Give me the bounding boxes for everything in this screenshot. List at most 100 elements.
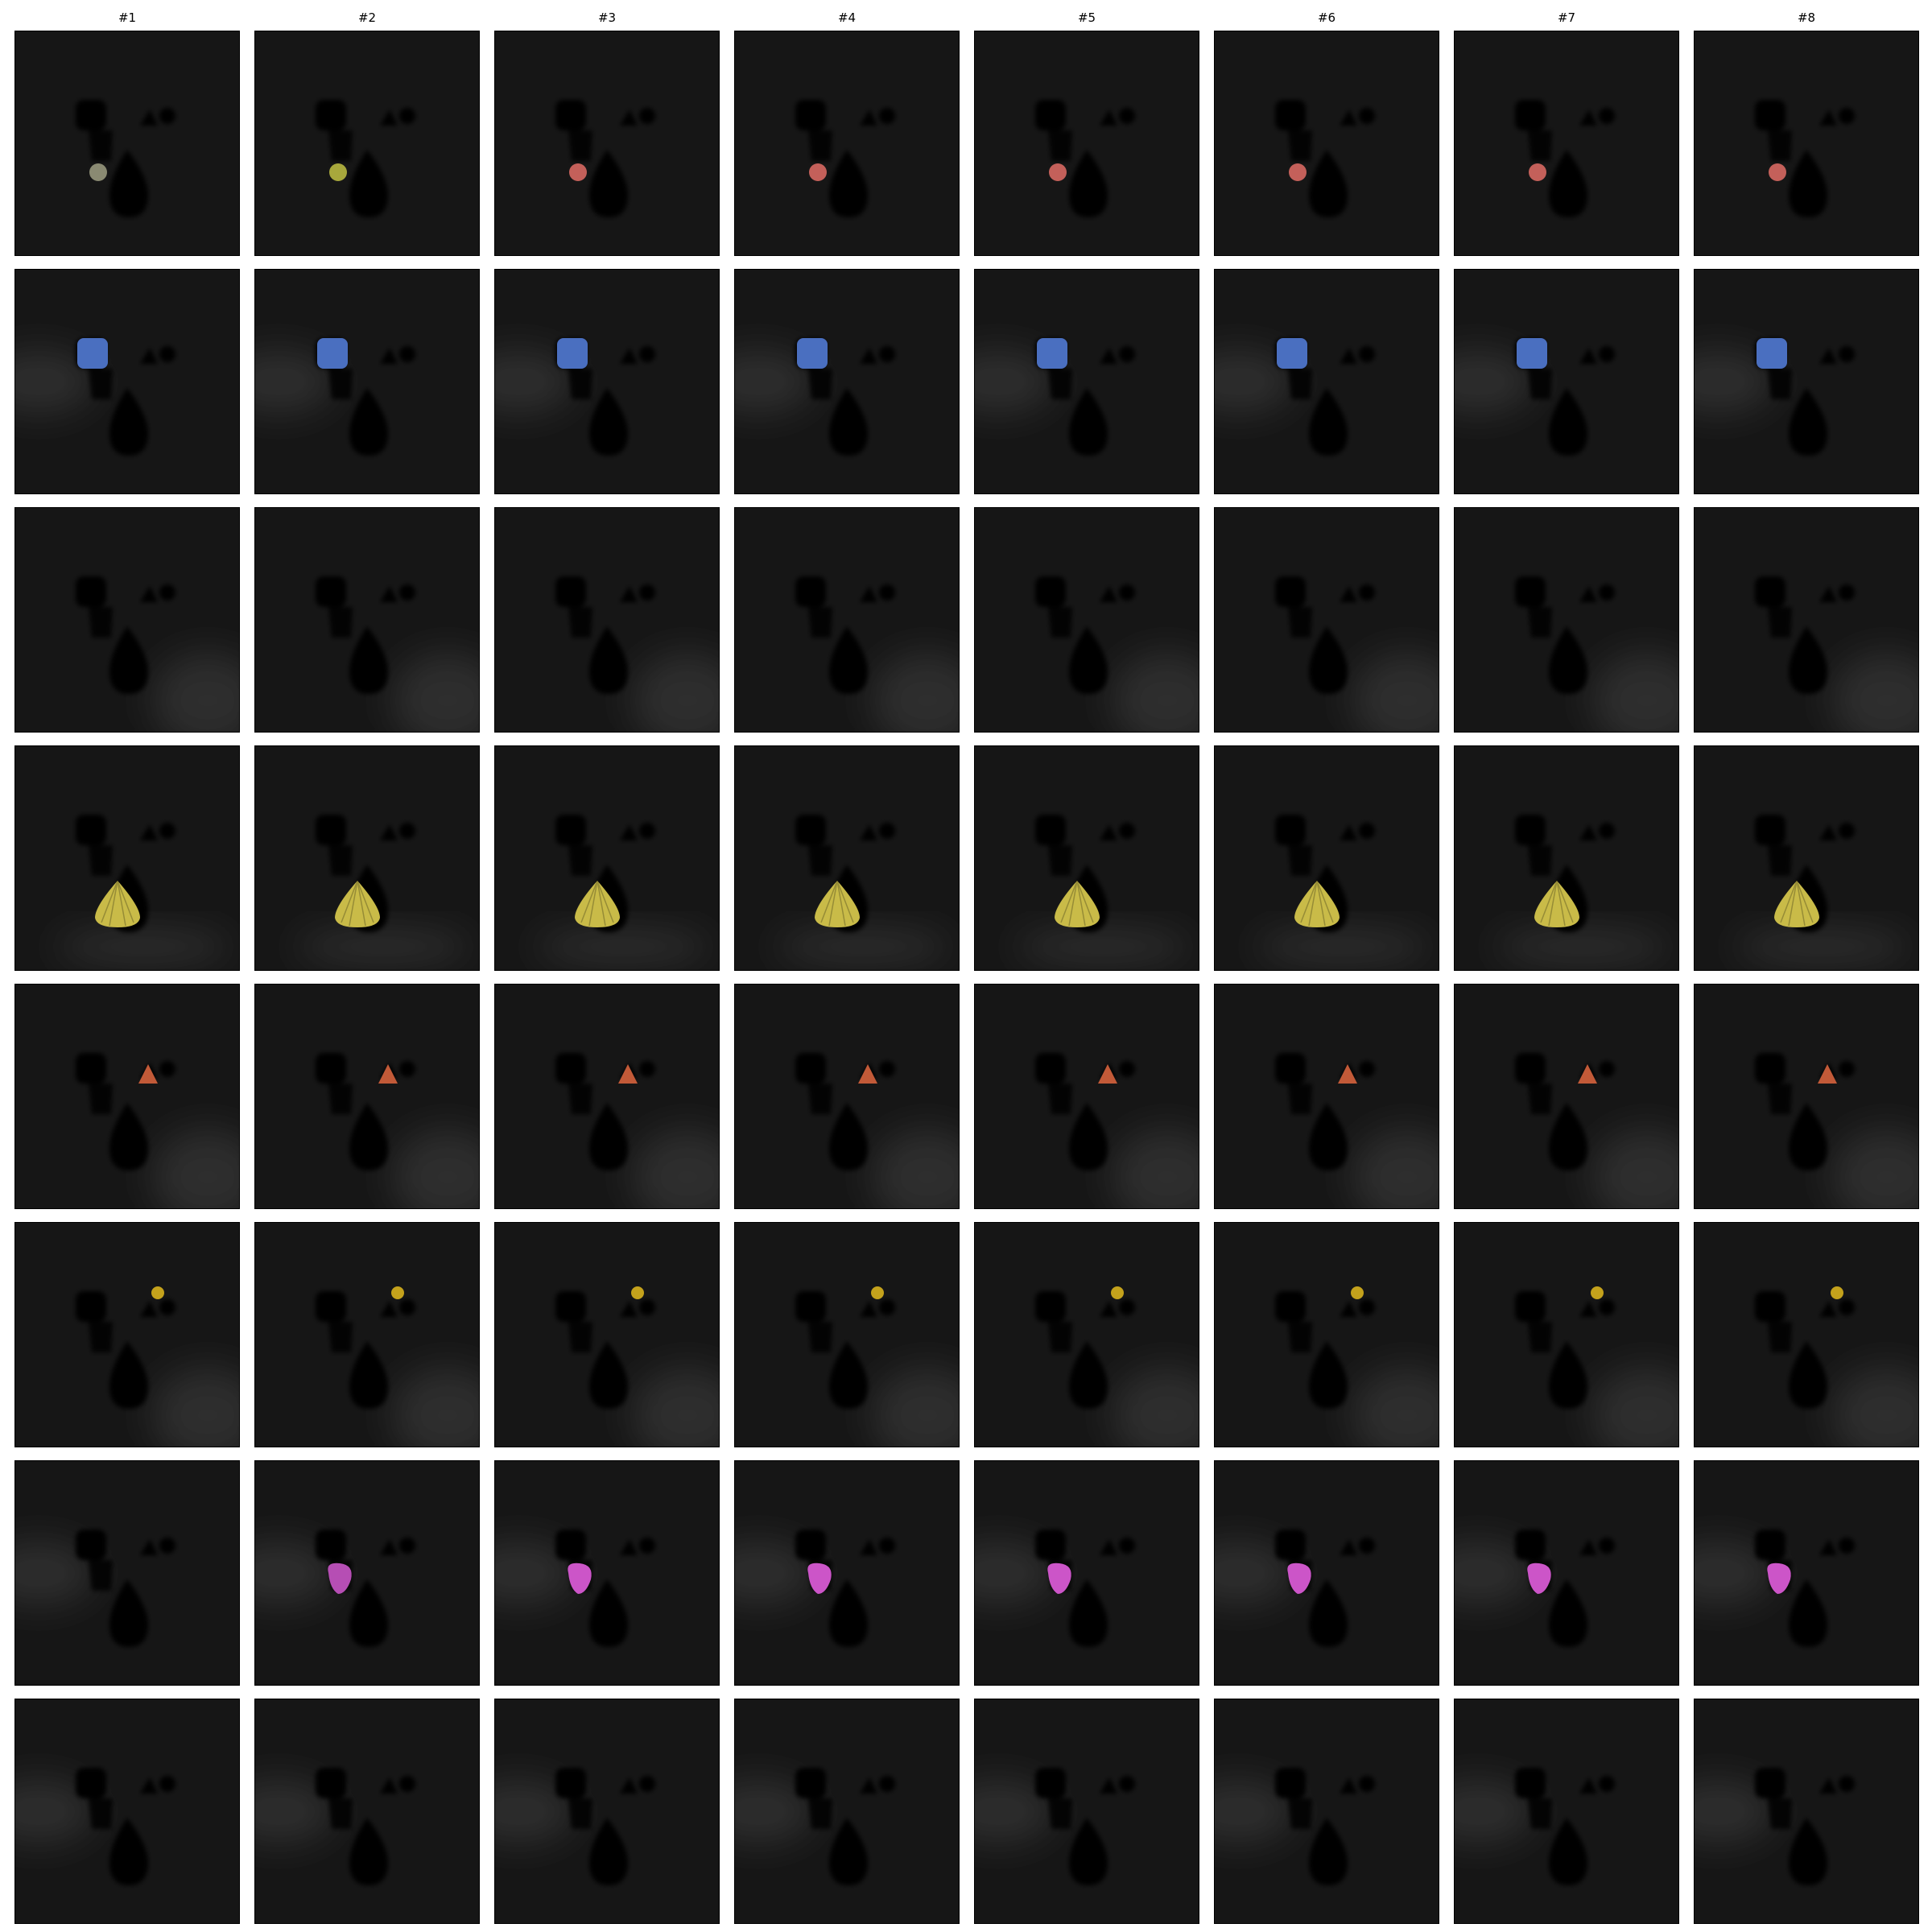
render-tile [254, 745, 480, 971]
render-tile [1454, 745, 1679, 971]
blob-object [1767, 1563, 1791, 1594]
floor-reflection [1494, 929, 1671, 964]
object-shadows [1755, 100, 1855, 217]
column-label: #4 [837, 10, 857, 25]
render-tile [14, 1460, 240, 1686]
object-shadows [555, 1053, 655, 1170]
floor-reflection [1831, 1367, 1919, 1447]
floor-reflection [1214, 349, 1294, 414]
object-shadows [76, 1530, 175, 1647]
floor-reflection [1214, 1541, 1294, 1605]
tile-background [1214, 31, 1439, 256]
blob-object [328, 1563, 352, 1594]
floor-reflection [295, 929, 472, 964]
object-shadows [1275, 1053, 1375, 1170]
floor-reflection [871, 652, 960, 733]
object-shadows [1755, 1053, 1855, 1170]
cone-object [1294, 880, 1340, 927]
render-tile [974, 507, 1199, 733]
object-shadows [1035, 1768, 1135, 1885]
column-label: #7 [1557, 10, 1576, 25]
render-tile [494, 745, 720, 971]
ball-object [1111, 1286, 1124, 1299]
floor-reflection [254, 349, 335, 414]
render-tile [14, 507, 240, 733]
object-shadows [1515, 100, 1615, 217]
render-tile [974, 269, 1199, 494]
cube-object [1037, 338, 1067, 369]
blob-object [1527, 1563, 1551, 1594]
floor-reflection [391, 1129, 480, 1209]
render-tile [974, 1460, 1199, 1686]
render-tile [494, 507, 720, 733]
render-tile [1214, 269, 1439, 494]
floor-reflection [55, 929, 232, 964]
floor-reflection [1591, 652, 1679, 733]
small-cone-object [1578, 1064, 1597, 1084]
render-tile [1454, 1460, 1679, 1686]
render-tile [1694, 1222, 1919, 1447]
object-shadows [316, 576, 415, 694]
cube-object [77, 338, 108, 369]
object-shadows [1035, 576, 1135, 694]
sphere-object [1049, 163, 1067, 181]
ball-object [871, 1286, 884, 1299]
object-shadows [76, 1768, 175, 1885]
object-shadows [795, 1768, 895, 1885]
render-tile [1454, 984, 1679, 1209]
object-shadows [1275, 1768, 1375, 1885]
tile-background [254, 31, 480, 256]
render-tile [14, 1699, 240, 1924]
sphere-object [329, 163, 347, 181]
object-shadows [1755, 1768, 1855, 1885]
floor-reflection [871, 1367, 960, 1447]
object-shadows [795, 1053, 895, 1170]
floor-reflection [1254, 929, 1431, 964]
object-shadows [555, 1291, 655, 1409]
render-tile [14, 1222, 240, 1447]
tile-background [1694, 31, 1919, 256]
sphere-object [1289, 163, 1307, 181]
tile-background [494, 31, 720, 256]
floor-reflection [1214, 1779, 1294, 1843]
floor-reflection [1111, 652, 1199, 733]
floor-reflection [1111, 1129, 1199, 1209]
object-shadows [1755, 576, 1855, 694]
ball-object [1831, 1286, 1843, 1299]
floor-reflection [14, 1541, 95, 1605]
cone-object [815, 880, 860, 927]
small-cone-object [138, 1064, 158, 1084]
object-shadows [316, 1291, 415, 1409]
object-shadows [795, 100, 895, 217]
object-shadows [76, 576, 175, 694]
floor-reflection [14, 349, 95, 414]
render-tile [974, 31, 1199, 256]
cone-object [335, 880, 380, 927]
sphere-object [809, 163, 827, 181]
render-tile [1214, 745, 1439, 971]
object-shadows [1755, 1291, 1855, 1409]
floor-reflection [1694, 1541, 1774, 1605]
cone-object [1534, 880, 1579, 927]
render-tile [1694, 1699, 1919, 1924]
floor-reflection [1111, 1367, 1199, 1447]
render-tile [1454, 269, 1679, 494]
floor-reflection [1351, 652, 1439, 733]
render-tile [974, 1222, 1199, 1447]
render-tile [1694, 745, 1919, 971]
render-tile [254, 984, 480, 1209]
floor-reflection [631, 652, 720, 733]
render-tile [1454, 1222, 1679, 1447]
render-tile [494, 1699, 720, 1924]
floor-reflection [494, 1541, 575, 1605]
object-shadows [76, 1053, 175, 1170]
render-tile [1214, 31, 1439, 256]
render-tile [494, 269, 720, 494]
render-tile [14, 31, 240, 256]
floor-reflection [974, 349, 1055, 414]
cone-object [575, 880, 620, 927]
render-tile [494, 984, 720, 1209]
floor-reflection [1694, 1779, 1774, 1843]
floor-reflection [871, 1129, 960, 1209]
blob-object [807, 1563, 832, 1594]
